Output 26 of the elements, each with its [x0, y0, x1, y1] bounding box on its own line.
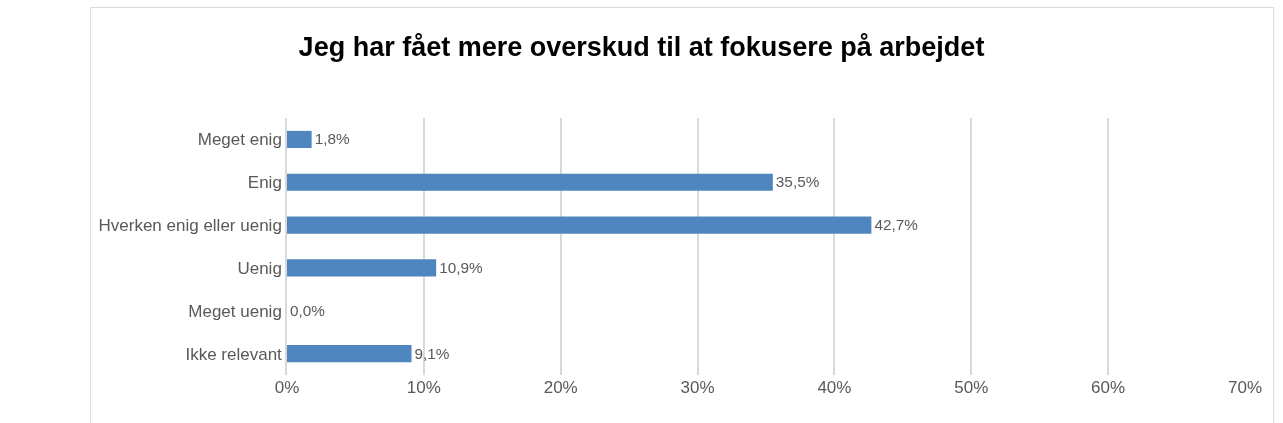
- x-tick-label: 0%: [274, 378, 300, 397]
- x-tick-label: 70%: [1227, 378, 1263, 397]
- data-label: 9,1%: [414, 344, 450, 362]
- y-tick-label: Ikke relevant: [185, 344, 283, 364]
- data-label: 10,9%: [439, 258, 483, 276]
- x-tick-label: 60%: [1091, 378, 1126, 397]
- x-tick-label: 10%: [406, 378, 441, 397]
- chart-title: Jeg har fået mere overskud til at fokusere på arbejdet: [298, 31, 985, 62]
- bar: [287, 173, 773, 191]
- data-label: 1,8%: [314, 130, 350, 148]
- bar: [287, 130, 312, 148]
- bar: [287, 345, 412, 363]
- x-tick-label: 20%: [543, 378, 578, 397]
- y-tick-label: Hverken enig eller uenig: [98, 216, 282, 236]
- bar: [287, 216, 872, 234]
- data-label: 35,5%: [775, 173, 820, 191]
- y-tick-label: Meget enig: [197, 130, 282, 150]
- x-tick-label: 40%: [817, 378, 852, 397]
- data-label: 0,0%: [290, 301, 326, 319]
- y-tick-label: Uenig: [237, 258, 282, 278]
- data-label: 42,7%: [874, 216, 919, 234]
- x-tick-label: 50%: [954, 378, 989, 397]
- x-tick-label: 30%: [680, 378, 715, 397]
- bar: [287, 259, 437, 277]
- y-tick-label: Enig: [247, 173, 282, 193]
- y-tick-label: Meget uenig: [188, 301, 282, 321]
